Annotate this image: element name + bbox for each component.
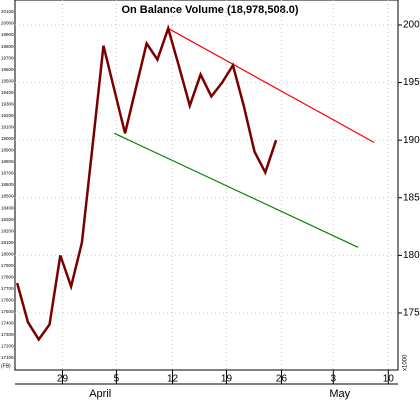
y2-tick-label: 19300 bbox=[1, 101, 14, 106]
y2-tick-label: 20100 bbox=[1, 9, 14, 14]
y-tick-label: 175 bbox=[403, 308, 420, 319]
y2-tick-label: 18300 bbox=[1, 217, 14, 222]
y-axis-note: x1000 bbox=[403, 354, 409, 371]
y2-tick-label: 17500 bbox=[1, 309, 14, 314]
y2-tick-label: 19200 bbox=[1, 113, 14, 118]
y2-tick-label: 18100 bbox=[1, 240, 14, 245]
month-label: April bbox=[89, 388, 111, 400]
chart-title: On Balance Volume (18,978,508.0) bbox=[121, 4, 298, 16]
y2-tick-label: 17300 bbox=[1, 332, 14, 337]
y2-tick-label: 17600 bbox=[1, 298, 14, 303]
y2-tick-label: 19000 bbox=[1, 136, 14, 141]
y2-tick-label: 19100 bbox=[1, 125, 14, 130]
y-tick-label: 180 bbox=[403, 250, 420, 261]
x-tick-label: 3 bbox=[330, 374, 336, 385]
x-tick-label: 12 bbox=[167, 374, 179, 385]
y-tick-label: 185 bbox=[403, 192, 420, 203]
y2-tick-label: 17100 bbox=[1, 355, 14, 360]
y2-tick-label: 18200 bbox=[1, 228, 14, 233]
y2-tick-label: 19900 bbox=[1, 32, 14, 37]
trend-line bbox=[114, 132, 359, 248]
y2-tick-label: 18800 bbox=[1, 159, 14, 164]
y-tick-label: 200 bbox=[403, 20, 420, 31]
y2-tick-label: 20000 bbox=[1, 21, 14, 26]
x-tick-label: 26 bbox=[276, 374, 288, 385]
y2-tick-label: 19600 bbox=[1, 67, 14, 72]
plot-frame bbox=[14, 0, 399, 371]
series-line bbox=[15, 24, 278, 342]
y2-tick-label: 18400 bbox=[1, 205, 14, 210]
x-tick-label: 5 bbox=[114, 374, 120, 385]
y2-tick-label: 17700 bbox=[1, 286, 14, 291]
y-tick-label: 195 bbox=[403, 77, 420, 88]
y2-tick-label: 19400 bbox=[1, 90, 14, 95]
y2-tick-label: 18500 bbox=[1, 194, 14, 199]
y2-tick-label: 17800 bbox=[1, 274, 14, 279]
y2-tick-label: 18900 bbox=[1, 148, 14, 153]
x-tick-label: 10 bbox=[383, 374, 395, 385]
y2-tick-label: 18600 bbox=[1, 182, 14, 187]
y2-axis-note: (FB) bbox=[1, 363, 11, 369]
y2-tick-label: 19700 bbox=[1, 55, 14, 60]
y-tick-label: 190 bbox=[403, 135, 420, 146]
y2-tick-label: 17900 bbox=[1, 263, 14, 268]
y2-tick-label: 17200 bbox=[1, 344, 14, 349]
x-tick-label: 29 bbox=[57, 374, 69, 385]
y2-tick-label: 19500 bbox=[1, 78, 14, 83]
y2-tick-label: 18700 bbox=[1, 171, 14, 176]
x-tick-label: 19 bbox=[221, 374, 233, 385]
y2-tick-label: 18000 bbox=[1, 251, 14, 256]
y2-tick-label: 17400 bbox=[1, 321, 14, 326]
y2-tick-label: 19800 bbox=[1, 44, 14, 49]
month-label: May bbox=[329, 388, 350, 400]
trend-line bbox=[167, 27, 375, 144]
